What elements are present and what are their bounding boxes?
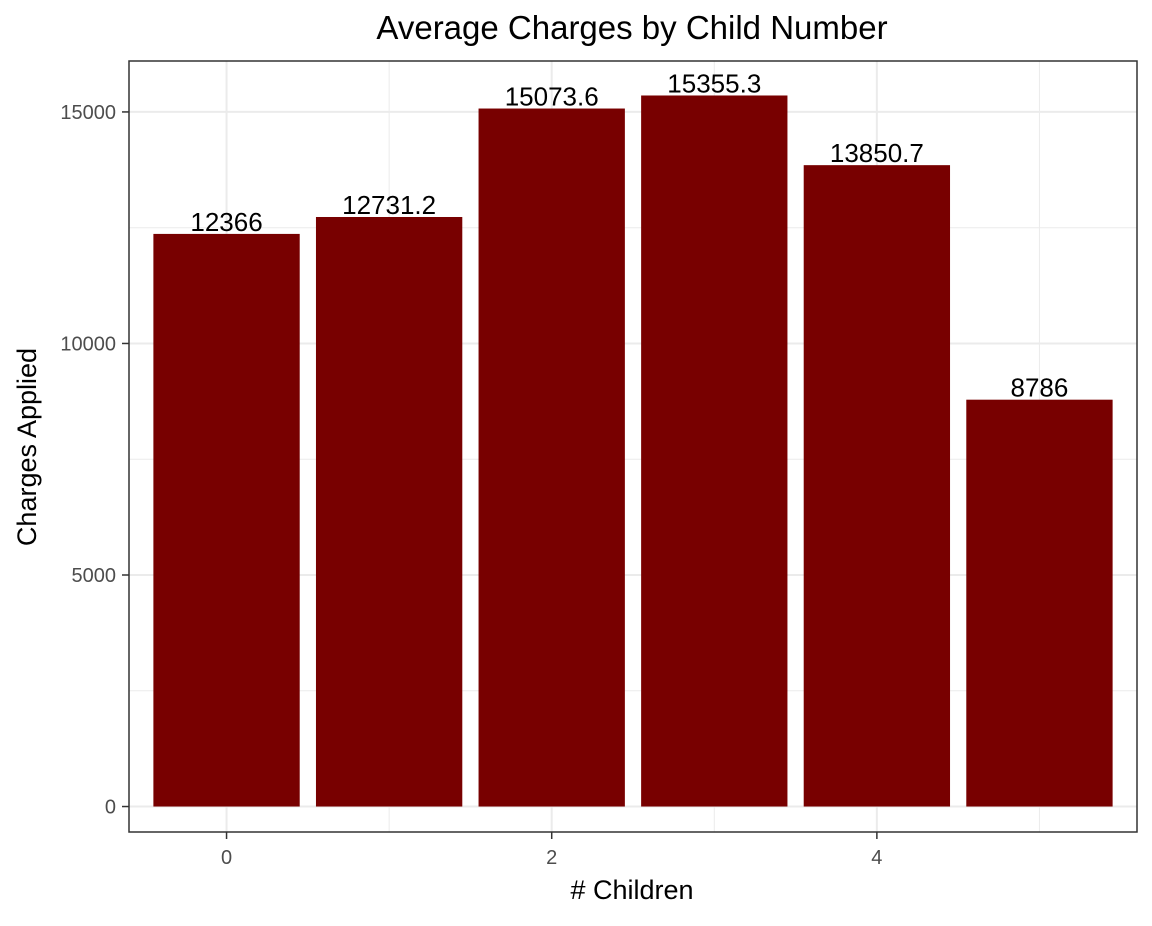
data-label: 15073.6 [505, 82, 599, 112]
x-tick-label: 2 [546, 847, 557, 869]
y-tick-label: 10000 [60, 333, 116, 355]
y-tick-label: 15000 [60, 102, 116, 124]
data-labels: 12366 12731.2 15073.6 15355.3 13850.7 8786 [190, 68, 1068, 402]
panel-border [128, 60, 1138, 833]
chart-title: Average Charges by Child Number [376, 9, 887, 46]
bar [803, 165, 951, 807]
bar [478, 108, 625, 807]
x-axis: 0 2 4 [221, 832, 882, 869]
x-axis-title: # Children [570, 875, 693, 905]
bar [315, 216, 463, 807]
y-tick-label: 0 [105, 797, 116, 819]
data-label: 13850.7 [830, 138, 924, 168]
x-tick-label: 0 [221, 847, 232, 869]
data-label: 12731.2 [342, 190, 436, 220]
plot-panel: 12366 12731.2 15073.6 15355.3 13850.7 8786 [128, 60, 1138, 833]
data-label: 15355.3 [667, 68, 761, 98]
bars [153, 95, 1113, 807]
data-label: 12366 [190, 207, 262, 237]
y-axis: 0 5000 10000 15000 [60, 102, 129, 819]
x-tick-label: 4 [871, 847, 882, 869]
bar [153, 233, 300, 807]
y-axis-title: Charges Applied [12, 348, 42, 546]
y-tick-label: 5000 [72, 565, 117, 587]
bar [641, 95, 788, 807]
data-label: 8786 [1011, 373, 1069, 403]
bar [966, 399, 1113, 807]
